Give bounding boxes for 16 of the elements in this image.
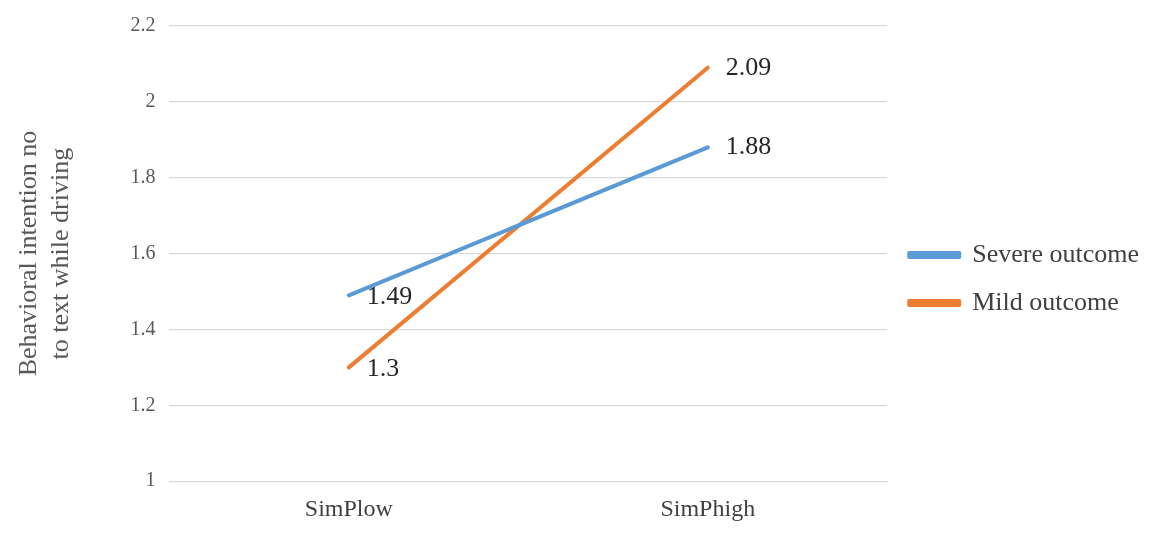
data-label: 1.88 <box>725 131 772 161</box>
legend-label: Severe outcome <box>972 238 1139 268</box>
y-tick-label: 2 <box>145 89 156 112</box>
y-axis-title: Behavioral intention no to text while driving <box>13 130 74 377</box>
y-tick-label: 2.2 <box>130 13 156 36</box>
y-tick-label: 1 <box>145 468 156 491</box>
legend-label: Mild outcome <box>972 286 1119 316</box>
x-tick-label: SimPhigh <box>660 494 756 521</box>
y-tick-label: 1.2 <box>130 392 156 415</box>
data-label: 1.3 <box>366 353 400 383</box>
data-label: 1.49 <box>366 281 413 311</box>
data-label: 2.09 <box>725 51 772 81</box>
y-tick-label: 1.4 <box>130 316 156 339</box>
x-tick-label: SimPlow <box>304 494 394 521</box>
y-tick-label: 1.8 <box>130 164 156 187</box>
y-tick-label: 1.6 <box>130 240 156 263</box>
